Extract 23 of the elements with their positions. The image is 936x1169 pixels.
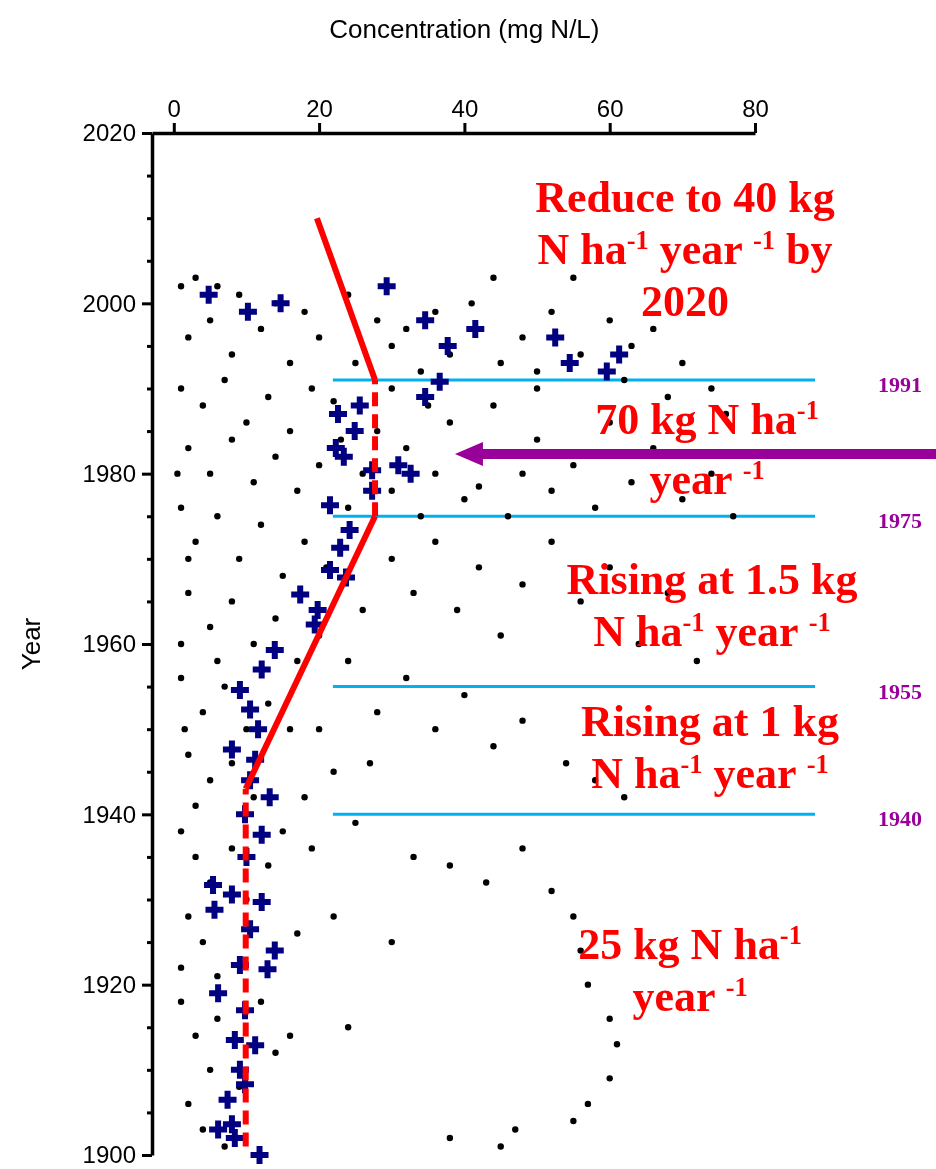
ref-line-label: 1940 [878,806,922,832]
x-tick-label: 80 [742,95,769,122]
ref-line-label: 1975 [878,508,922,534]
x-tick-label: 40 [451,95,479,122]
x-axis-title: Concentration (mg N/L) [329,14,600,44]
x-tick-label: 20 [306,95,333,122]
ref-line-label: 1991 [878,371,922,397]
text: 25 kg N ha$^{-1}$ year $^{-1}$ [578,920,802,1021]
x-tick-label: 0 [167,95,181,122]
y-tick-label: 1940 [82,800,136,828]
y-tick-label: 1920 [82,970,136,998]
y-axis-title: Year [16,617,46,671]
y-tick-label: 1900 [82,1141,136,1169]
y-tick-label: 2020 [82,119,136,147]
x-tick-label: 60 [596,95,624,122]
y-tick-label: 2000 [82,289,136,317]
ref-line-label: 1955 [878,678,922,704]
y-tick-label: 1960 [82,630,136,658]
text: 70 kg N ha$^{-1}$ year $^{-1}$ [595,395,819,504]
annotation: Rising at 1.5 kg N ha$^{-1}$ year $^{-1}$ [566,555,858,656]
annotation: Rising at 1 kg N ha$^{-1}$ year $^{-1}$ [581,697,839,798]
text: Reduce to 40 kg N ha$^{-1}$ year $^{-1}$ by 2020 [535,173,835,326]
y-tick-label: 1980 [82,459,136,487]
